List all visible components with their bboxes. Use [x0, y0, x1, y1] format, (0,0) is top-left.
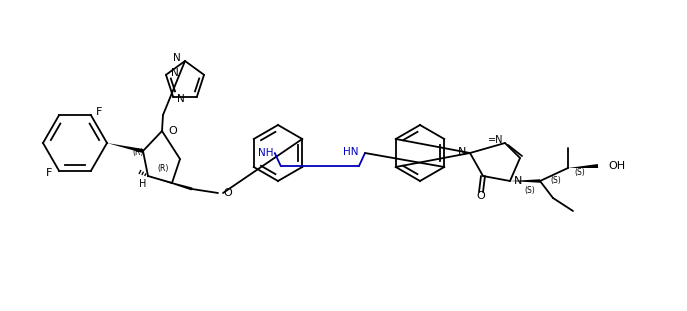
Text: (R): (R) [157, 165, 169, 174]
Text: HN: HN [344, 147, 359, 157]
Polygon shape [510, 179, 540, 183]
Text: =N: =N [488, 135, 503, 145]
Text: N: N [177, 94, 185, 104]
Text: F: F [46, 168, 52, 178]
Text: N: N [458, 147, 466, 157]
Polygon shape [148, 176, 192, 190]
Text: H: H [139, 179, 147, 189]
Text: (R): (R) [133, 148, 144, 157]
Text: OH: OH [608, 161, 625, 171]
Text: N: N [171, 68, 179, 78]
Text: O: O [168, 126, 177, 136]
Text: F: F [95, 107, 102, 117]
Text: N: N [173, 53, 181, 63]
Text: (S): (S) [574, 169, 585, 178]
Polygon shape [107, 143, 144, 153]
Text: O: O [223, 188, 232, 198]
Text: N: N [514, 176, 522, 186]
Text: (S): (S) [525, 185, 535, 194]
Text: NH: NH [258, 148, 273, 158]
Polygon shape [568, 164, 598, 168]
Text: (S): (S) [550, 175, 561, 184]
Text: O: O [477, 191, 486, 201]
